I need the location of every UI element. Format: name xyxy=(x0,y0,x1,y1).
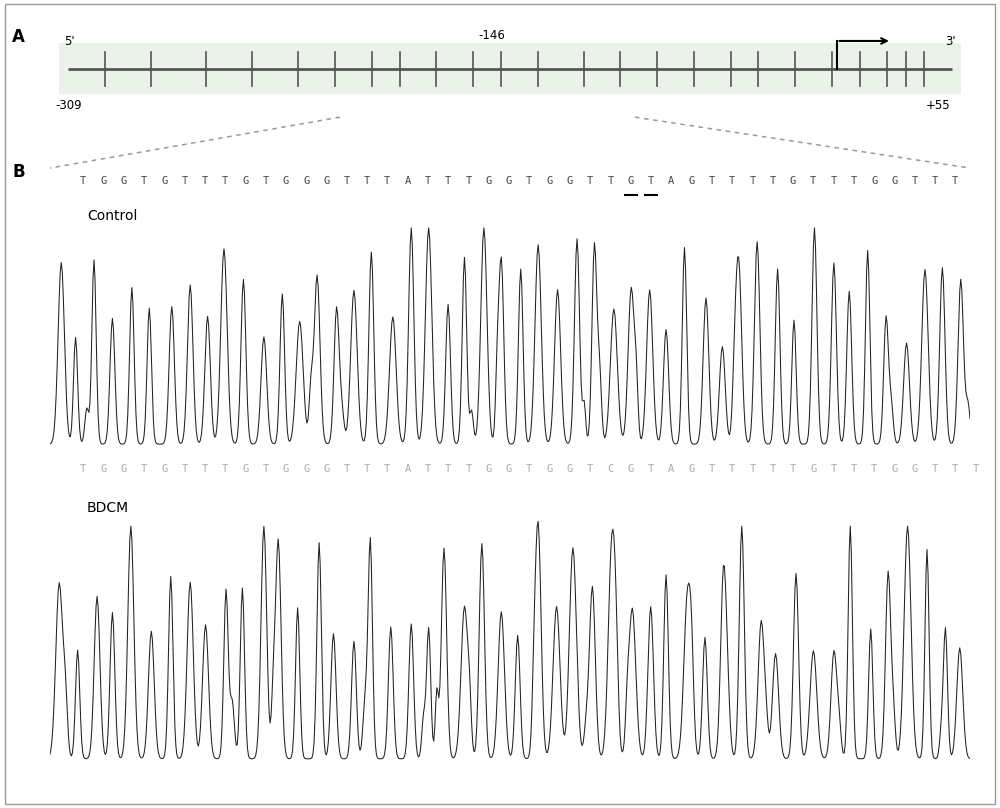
Text: T: T xyxy=(141,176,147,186)
Text: T: T xyxy=(222,176,228,186)
Text: T: T xyxy=(830,176,837,186)
Text: G: G xyxy=(567,464,573,473)
Text: T: T xyxy=(952,176,958,186)
Text: Control: Control xyxy=(87,209,137,223)
Text: G: G xyxy=(121,464,127,473)
Text: +55: +55 xyxy=(925,99,950,112)
Text: T: T xyxy=(648,464,654,473)
Text: A: A xyxy=(405,464,411,473)
Text: T: T xyxy=(790,464,796,473)
Text: T: T xyxy=(932,176,938,186)
Text: T: T xyxy=(729,464,735,473)
Text: T: T xyxy=(465,176,472,186)
Text: C: C xyxy=(607,464,614,473)
Text: T: T xyxy=(770,176,776,186)
Text: G: G xyxy=(891,464,898,473)
Text: G: G xyxy=(283,176,289,186)
Text: G: G xyxy=(161,464,167,473)
Text: T: T xyxy=(384,176,390,186)
Text: G: G xyxy=(546,176,553,186)
Text: G: G xyxy=(100,464,107,473)
Text: 3': 3' xyxy=(946,36,956,48)
Text: T: T xyxy=(263,176,269,186)
Text: A: A xyxy=(405,176,411,186)
Text: BDCM: BDCM xyxy=(87,501,129,515)
Text: T: T xyxy=(364,176,370,186)
Text: G: G xyxy=(121,176,127,186)
Text: T: T xyxy=(830,464,837,473)
FancyBboxPatch shape xyxy=(59,43,961,94)
Text: G: G xyxy=(323,176,330,186)
Text: G: G xyxy=(486,464,492,473)
Text: T: T xyxy=(952,464,958,473)
Text: T: T xyxy=(465,464,472,473)
Text: T: T xyxy=(648,176,654,186)
Text: T: T xyxy=(749,176,756,186)
Text: -146: -146 xyxy=(478,29,505,42)
Text: B: B xyxy=(12,163,25,181)
Text: 5': 5' xyxy=(64,36,74,48)
Text: G: G xyxy=(912,464,918,473)
Text: G: G xyxy=(871,176,877,186)
Text: T: T xyxy=(425,464,431,473)
Text: A: A xyxy=(668,464,674,473)
Text: G: G xyxy=(546,464,553,473)
Text: T: T xyxy=(445,176,451,186)
Text: T: T xyxy=(587,464,593,473)
Text: G: G xyxy=(242,464,249,473)
Text: G: G xyxy=(303,464,309,473)
Text: T: T xyxy=(344,176,350,186)
Text: G: G xyxy=(100,176,107,186)
Text: T: T xyxy=(344,464,350,473)
Text: T: T xyxy=(851,464,857,473)
Text: T: T xyxy=(851,176,857,186)
Text: T: T xyxy=(709,464,715,473)
Text: T: T xyxy=(972,464,979,473)
Text: G: G xyxy=(810,464,816,473)
Text: T: T xyxy=(445,464,451,473)
Text: T: T xyxy=(526,464,532,473)
Text: G: G xyxy=(628,464,634,473)
Text: T: T xyxy=(181,464,188,473)
Text: T: T xyxy=(932,464,938,473)
Text: G: G xyxy=(323,464,330,473)
Text: T: T xyxy=(80,176,86,186)
Text: A: A xyxy=(12,28,25,46)
Text: T: T xyxy=(587,176,593,186)
Text: T: T xyxy=(202,176,208,186)
Text: G: G xyxy=(567,176,573,186)
Text: T: T xyxy=(364,464,370,473)
Text: T: T xyxy=(181,176,188,186)
Text: T: T xyxy=(871,464,877,473)
Text: T: T xyxy=(810,176,816,186)
Text: G: G xyxy=(790,176,796,186)
Text: T: T xyxy=(202,464,208,473)
Text: G: G xyxy=(161,176,167,186)
Text: G: G xyxy=(688,464,695,473)
Text: G: G xyxy=(303,176,309,186)
Text: G: G xyxy=(506,176,512,186)
Text: T: T xyxy=(709,176,715,186)
Text: G: G xyxy=(628,176,634,186)
Text: T: T xyxy=(425,176,431,186)
Text: T: T xyxy=(912,176,918,186)
Text: -309: -309 xyxy=(55,99,82,112)
Text: T: T xyxy=(222,464,228,473)
Text: G: G xyxy=(242,176,249,186)
Text: G: G xyxy=(283,464,289,473)
Text: A: A xyxy=(668,176,674,186)
Text: G: G xyxy=(688,176,695,186)
Text: T: T xyxy=(141,464,147,473)
Text: T: T xyxy=(263,464,269,473)
Text: T: T xyxy=(749,464,756,473)
Text: T: T xyxy=(770,464,776,473)
Text: G: G xyxy=(891,176,898,186)
Text: T: T xyxy=(526,176,532,186)
Text: T: T xyxy=(384,464,390,473)
Text: G: G xyxy=(506,464,512,473)
Text: T: T xyxy=(607,176,614,186)
Text: T: T xyxy=(80,464,86,473)
Text: T: T xyxy=(729,176,735,186)
Text: G: G xyxy=(486,176,492,186)
